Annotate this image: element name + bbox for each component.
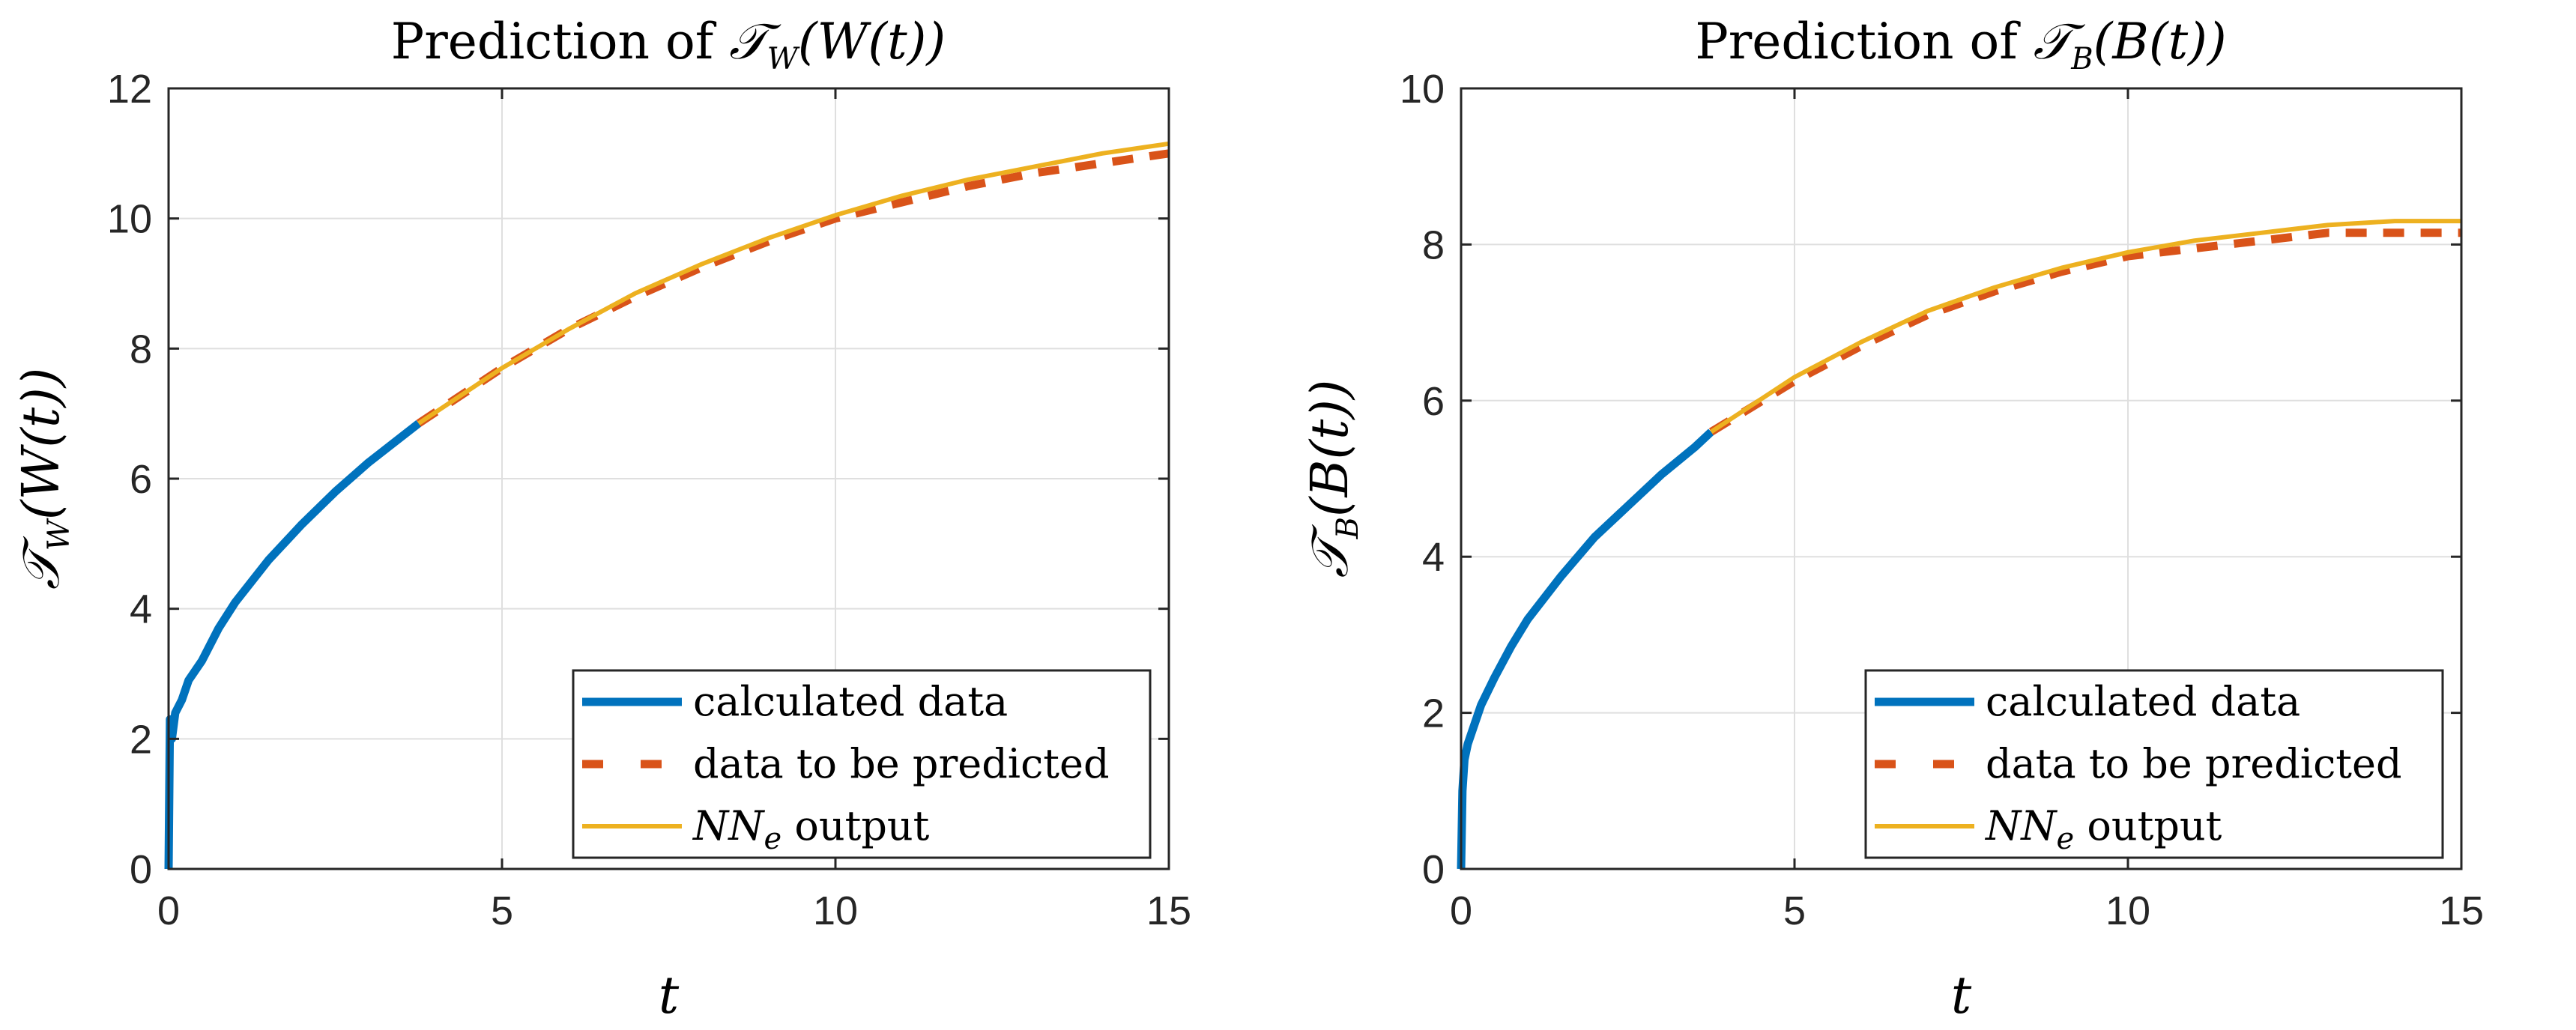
x-tick-label: 0 (157, 888, 180, 933)
y-tick-label: 12 (107, 67, 152, 112)
legend-label-0: calculated data (693, 678, 1008, 725)
legend-label-2: NNe output (1984, 802, 2222, 856)
y-axis-label: 𝒯B(B(t)) (1301, 380, 1365, 578)
x-tick-label: 0 (1450, 888, 1472, 933)
x-tick-label: 10 (2105, 888, 2150, 933)
y-tick-label: 4 (130, 587, 152, 632)
legend-rest: output (781, 802, 930, 849)
axes-box (1460, 87, 2463, 870)
left-chart-panel: 0 5 10 15 0 2 4 6 8 10 12 Prediction of 𝒯W(W(t)) t 𝒯W… (12, 13, 1191, 1026)
right-chart-panel: 0 5 10 15 0 2 4 6 8 10 Prediction of 𝒯B(B(t)) t 𝒯B(B… (1301, 13, 2484, 1026)
legend-label-0: calculated data (1986, 678, 2300, 725)
x-tick-label: 5 (1783, 888, 1806, 933)
legend-label-1: data to be predicted (1986, 740, 2402, 787)
y-tick-label: 6 (1422, 379, 1445, 424)
legend-label-2: NNe output (692, 802, 930, 856)
x-tick-label: 15 (1146, 888, 1191, 933)
y-tick-label: 4 (1422, 535, 1445, 580)
series-line-0 (1457, 428, 1714, 870)
y-label-subscript: B (1331, 517, 1365, 539)
title-subscript: B (2070, 42, 2093, 76)
y-label-subscript: W (42, 518, 76, 551)
series-line-1 (1708, 228, 2461, 436)
series-line-0 (164, 419, 422, 870)
chart-title: Prediction of 𝒯W(W(t)) (391, 13, 946, 76)
y-tick-label: 8 (1422, 222, 1445, 267)
series-line-2 (417, 141, 1170, 425)
legend: calculated data data to be predicted NNe o… (1864, 669, 2444, 859)
series-line-2 (1710, 219, 2461, 434)
legend-subscript: e (764, 822, 782, 856)
title-subscript: W (767, 42, 800, 76)
y-tick-label: 2 (130, 717, 152, 762)
y-label-argument: (B(t)) (1301, 380, 1360, 517)
y-tick-label: 10 (1400, 67, 1445, 112)
x-tick-label: 15 (2439, 888, 2484, 933)
x-axis-label: t (659, 966, 680, 1026)
title-prefix: Prediction of (1695, 13, 2033, 70)
legend-math: NN (692, 802, 765, 849)
title-argument: (B(t)) (2093, 13, 2227, 70)
legend: calculated data data to be predicted NNe o… (572, 669, 1152, 859)
y-tick-label: 2 (1422, 691, 1445, 736)
title-prefix: Prediction of (391, 13, 729, 70)
title-argument: (W(t)) (798, 13, 946, 70)
x-tick-label: 5 (491, 888, 513, 933)
chart-title: Prediction of 𝒯B(B(t)) (1695, 13, 2226, 76)
x-axis-label: t (1951, 966, 1972, 1026)
y-tick-label: 8 (130, 327, 152, 372)
y-tick-label: 0 (1422, 847, 1445, 892)
y-tick-label: 6 (130, 457, 152, 502)
x-tick-label: 10 (813, 888, 858, 933)
legend-rest: output (2074, 802, 2222, 849)
legend-math: NN (1984, 802, 2058, 849)
y-tick-label: 0 (130, 847, 152, 892)
y-tick-label: 10 (107, 197, 152, 242)
legend-subscript: e (2057, 822, 2075, 856)
legend-label-1: data to be predicted (693, 740, 1110, 787)
y-label-argument: (W(t)) (12, 368, 71, 520)
y-axis-label: 𝒯W(W(t)) (12, 368, 76, 590)
